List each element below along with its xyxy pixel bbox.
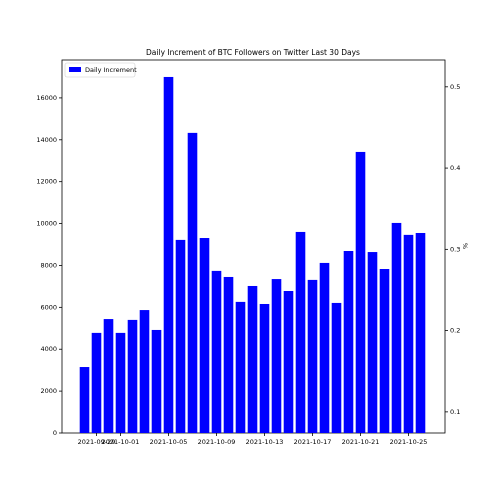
y-tick-label: 8000: [40, 261, 57, 269]
y-tick-label: 0: [53, 429, 57, 437]
bar: [403, 234, 414, 433]
bar: [283, 291, 294, 433]
x-tick-label: 2021-09-29: [78, 438, 116, 446]
bar: [379, 269, 390, 433]
y2-tick-label: 0.4: [450, 164, 460, 172]
bar: [175, 239, 186, 433]
x-tick-label: 2021-10-09: [198, 438, 236, 446]
bar: [151, 329, 162, 433]
y-tick-label: 10000: [36, 220, 57, 228]
bar: [187, 132, 198, 434]
x-tick-label: 2021-10-21: [342, 438, 380, 446]
bar: [367, 252, 378, 433]
bar: [295, 231, 306, 433]
bar: [271, 279, 282, 433]
bar: [307, 279, 318, 433]
bar: [115, 332, 126, 433]
bar: [223, 276, 234, 433]
x-tick-label: 2021-10-01: [102, 438, 140, 446]
legend-label: Daily Increment: [85, 66, 137, 74]
y-tick-label: 4000: [40, 345, 57, 353]
bar: [415, 232, 426, 433]
bar: [355, 151, 366, 433]
bar: [91, 332, 102, 433]
bar: [343, 251, 354, 433]
bar: [259, 303, 270, 433]
legend-swatch: [69, 67, 81, 72]
bar: [235, 301, 246, 433]
y2-tick-label: 0.1: [450, 408, 460, 416]
y-tick-label: 2000: [40, 387, 57, 395]
bar: [79, 367, 90, 433]
bar: [247, 285, 258, 433]
y-tick-label: 16000: [36, 94, 57, 102]
chart-title: Daily Increment of BTC Followers on Twit…: [146, 48, 360, 57]
bar: [127, 319, 138, 433]
y2-tick-label: 0.5: [450, 83, 460, 91]
bar: [391, 222, 402, 433]
legend-box: [64, 62, 136, 78]
x-tick-label: 2021-10-17: [294, 438, 332, 446]
bar: [211, 270, 222, 433]
bar: [331, 302, 342, 433]
bar: [199, 238, 210, 433]
x-tick-label: 2021-10-13: [246, 438, 284, 446]
y2-tick-label: 0.2: [450, 327, 460, 335]
bar: [163, 76, 174, 434]
x-tick-label: 2021-10-05: [150, 438, 188, 446]
bar: [319, 262, 330, 433]
x-tick-label: 2021-10-25: [390, 438, 428, 446]
bar: [139, 310, 150, 433]
y2-tick-label: 0.3: [450, 245, 460, 253]
y2-axis-label: %: [461, 243, 469, 249]
y-tick-label: 6000: [40, 303, 57, 311]
bar: [103, 319, 114, 433]
y-tick-label: 12000: [36, 178, 57, 186]
y-tick-label: 14000: [36, 136, 57, 144]
